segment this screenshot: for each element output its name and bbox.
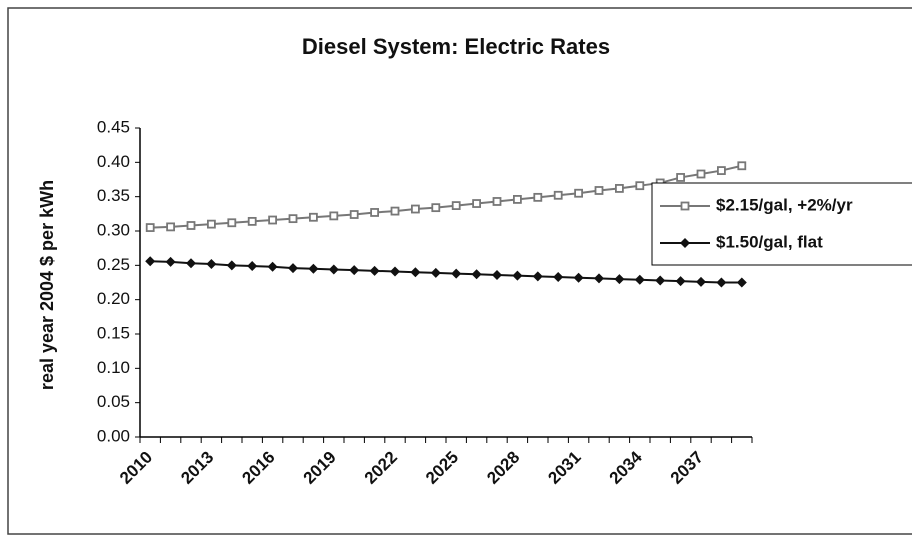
chart-title: Diesel System: Electric Rates xyxy=(302,34,610,59)
y-tick-label: 0.40 xyxy=(97,152,130,171)
legend-label: $2.15/gal, +2%/yr xyxy=(716,195,853,214)
marker xyxy=(492,197,502,206)
marker xyxy=(349,210,359,219)
marker xyxy=(166,222,176,232)
y-tick-label: 0.25 xyxy=(97,255,130,274)
marker xyxy=(533,192,543,202)
marker xyxy=(370,208,380,217)
marker xyxy=(573,272,584,283)
y-tick-label: 0.10 xyxy=(97,358,130,377)
y-tick-label: 0.20 xyxy=(97,289,130,308)
marker xyxy=(594,186,604,195)
marker xyxy=(615,184,624,193)
marker xyxy=(471,269,482,280)
marker xyxy=(553,272,564,283)
marker xyxy=(716,277,727,288)
marker xyxy=(614,274,625,285)
marker xyxy=(288,263,298,274)
legend-box xyxy=(651,182,912,266)
marker xyxy=(696,276,706,287)
marker xyxy=(472,199,482,208)
marker xyxy=(696,169,706,179)
marker xyxy=(680,201,690,211)
marker xyxy=(268,215,278,225)
marker xyxy=(145,223,155,232)
marker xyxy=(247,261,258,272)
marker xyxy=(186,258,196,269)
y-axis-label: real year 2004 $ per kWh xyxy=(37,180,57,390)
marker xyxy=(737,161,747,171)
marker xyxy=(165,256,176,267)
marker xyxy=(675,276,686,287)
marker xyxy=(634,274,645,285)
marker xyxy=(635,181,645,191)
marker xyxy=(267,261,278,272)
marker xyxy=(680,238,690,248)
marker xyxy=(349,265,360,276)
y-tick-label: 0.45 xyxy=(97,117,130,136)
marker xyxy=(390,266,400,277)
marker xyxy=(430,267,441,278)
marker xyxy=(410,204,420,214)
marker xyxy=(226,260,237,271)
legend-label: $1.50/gal, flat xyxy=(716,232,823,251)
chart-border xyxy=(7,7,912,535)
marker xyxy=(512,270,523,281)
marker xyxy=(410,267,421,278)
marker xyxy=(308,212,318,222)
marker xyxy=(206,258,217,269)
marker xyxy=(308,263,319,274)
marker xyxy=(186,221,196,230)
marker xyxy=(513,195,522,204)
marker xyxy=(553,190,563,200)
marker xyxy=(247,216,257,226)
y-tick-label: 0.05 xyxy=(97,392,130,411)
y-tick-label: 0.15 xyxy=(97,323,130,342)
marker xyxy=(328,264,339,275)
marker xyxy=(451,268,462,279)
marker xyxy=(145,256,156,267)
marker xyxy=(431,203,441,213)
marker xyxy=(206,219,216,229)
marker xyxy=(288,214,298,224)
marker xyxy=(594,273,604,284)
marker xyxy=(574,188,583,198)
marker xyxy=(329,211,339,221)
marker xyxy=(369,265,380,276)
marker xyxy=(655,275,666,286)
marker xyxy=(451,201,461,210)
y-tick-label: 0.30 xyxy=(97,220,130,239)
y-tick-label: 0.35 xyxy=(97,186,130,205)
marker xyxy=(736,277,747,288)
marker xyxy=(492,269,502,280)
marker xyxy=(717,166,726,175)
marker xyxy=(676,173,685,182)
marker xyxy=(227,218,237,228)
marker xyxy=(532,271,543,282)
marker xyxy=(390,206,400,216)
y-tick-label: 0.00 xyxy=(97,426,130,445)
